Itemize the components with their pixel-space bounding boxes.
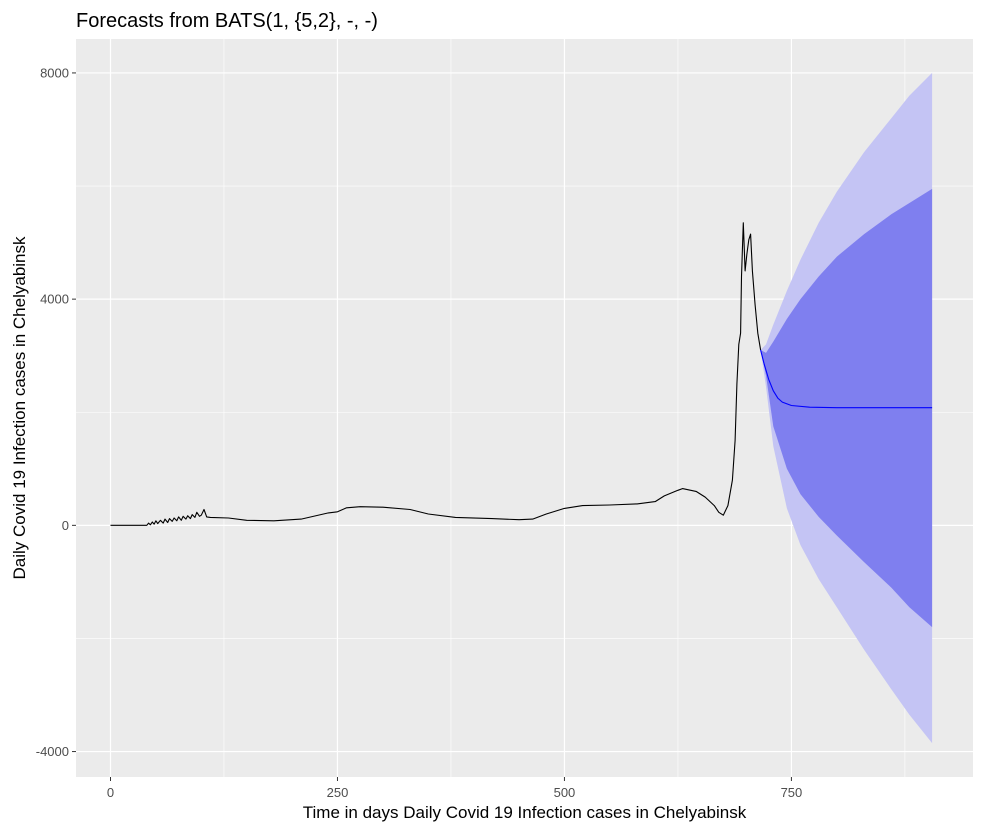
x-tick-label: 750 [781, 785, 803, 800]
y-tick-label: 4000 [40, 292, 69, 307]
x-tick-label: 0 [107, 785, 114, 800]
y-axis-ticks: -4000 0 4000 8000 [36, 65, 76, 759]
observed-series-line [110, 222, 762, 526]
x-tick-label: 250 [327, 785, 349, 800]
x-axis-title: Time in days Daily Covid 19 Infection ca… [303, 803, 747, 822]
y-tick-label: 8000 [40, 65, 69, 80]
y-tick-label: -4000 [36, 744, 69, 759]
chart-title: Forecasts from BATS(1, {5,2}, -, -) [76, 10, 378, 32]
y-tick-label: 0 [62, 518, 69, 533]
forecast-series-line [760, 349, 933, 409]
x-tick-label: 500 [554, 785, 576, 800]
y-axis-title: Daily Covid 19 Infection cases in Chelya… [10, 236, 29, 580]
series-lines [110, 222, 933, 526]
x-axis-ticks: 0 250 500 750 [107, 777, 802, 800]
